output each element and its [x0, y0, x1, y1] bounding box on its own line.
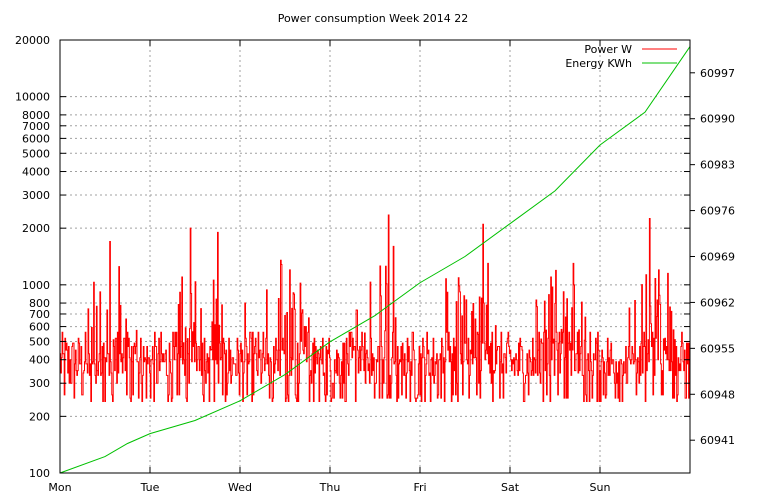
y-left-tick-label: 1000 [22, 279, 50, 292]
y-left-tick-label: 500 [29, 335, 50, 348]
y-right-tick-label: 60997 [700, 67, 735, 80]
y-left-tick-label: 600 [29, 321, 50, 334]
x-tick-label: Tue [140, 481, 160, 494]
legend-label-power: Power W [584, 43, 632, 56]
y-left-tick-label: 10000 [15, 91, 50, 104]
y-left-tick-label: 2000 [22, 222, 50, 235]
x-tick-label: Sun [590, 481, 611, 494]
y-left-tick-label: 400 [29, 354, 50, 367]
chart-title: Power consumption Week 2014 22 [278, 12, 469, 25]
y-left-tick-label: 700 [29, 308, 50, 321]
y-left-tick-label: 20000 [15, 34, 50, 47]
y-right-tick-label: 60969 [700, 251, 735, 264]
x-tick-label: Wed [228, 481, 252, 494]
x-tick-label: Thu [319, 481, 341, 494]
y-left-tick-label: 300 [29, 377, 50, 390]
y-left-tick-label: 4000 [22, 166, 50, 179]
power-series-line [60, 214, 691, 402]
y-right-tick-label: 60941 [700, 434, 735, 447]
legend-label-energy: Energy KWh [565, 57, 632, 70]
y-left-tick-label: 7000 [22, 120, 50, 133]
x-tick-label: Fri [413, 481, 426, 494]
y-right-tick-label: 60962 [700, 296, 735, 309]
y-left-tick-label: 5000 [22, 147, 50, 160]
y-left-tick-label: 800 [29, 297, 50, 310]
y-right-tick-label: 60983 [700, 159, 735, 172]
y-left-tick-label: 8000 [22, 109, 50, 122]
y-right-tick-label: 60976 [700, 205, 735, 218]
x-tick-label: Mon [48, 481, 71, 494]
y-left-tick-label: 6000 [22, 132, 50, 145]
y-right-tick-label: 60948 [700, 388, 735, 401]
y-left-tick-label: 100 [29, 467, 50, 480]
legend: Power W Energy KWh [565, 43, 677, 70]
energy-series-line [59, 46, 691, 474]
series-layer [59, 46, 691, 474]
x-tick-label: Sat [501, 481, 520, 494]
y-right-tick-label: 60990 [700, 113, 735, 126]
y-right-tick-label: 60955 [700, 342, 735, 355]
y-left-tick-label: 200 [29, 410, 50, 423]
y-left-tick-label: 3000 [22, 189, 50, 202]
